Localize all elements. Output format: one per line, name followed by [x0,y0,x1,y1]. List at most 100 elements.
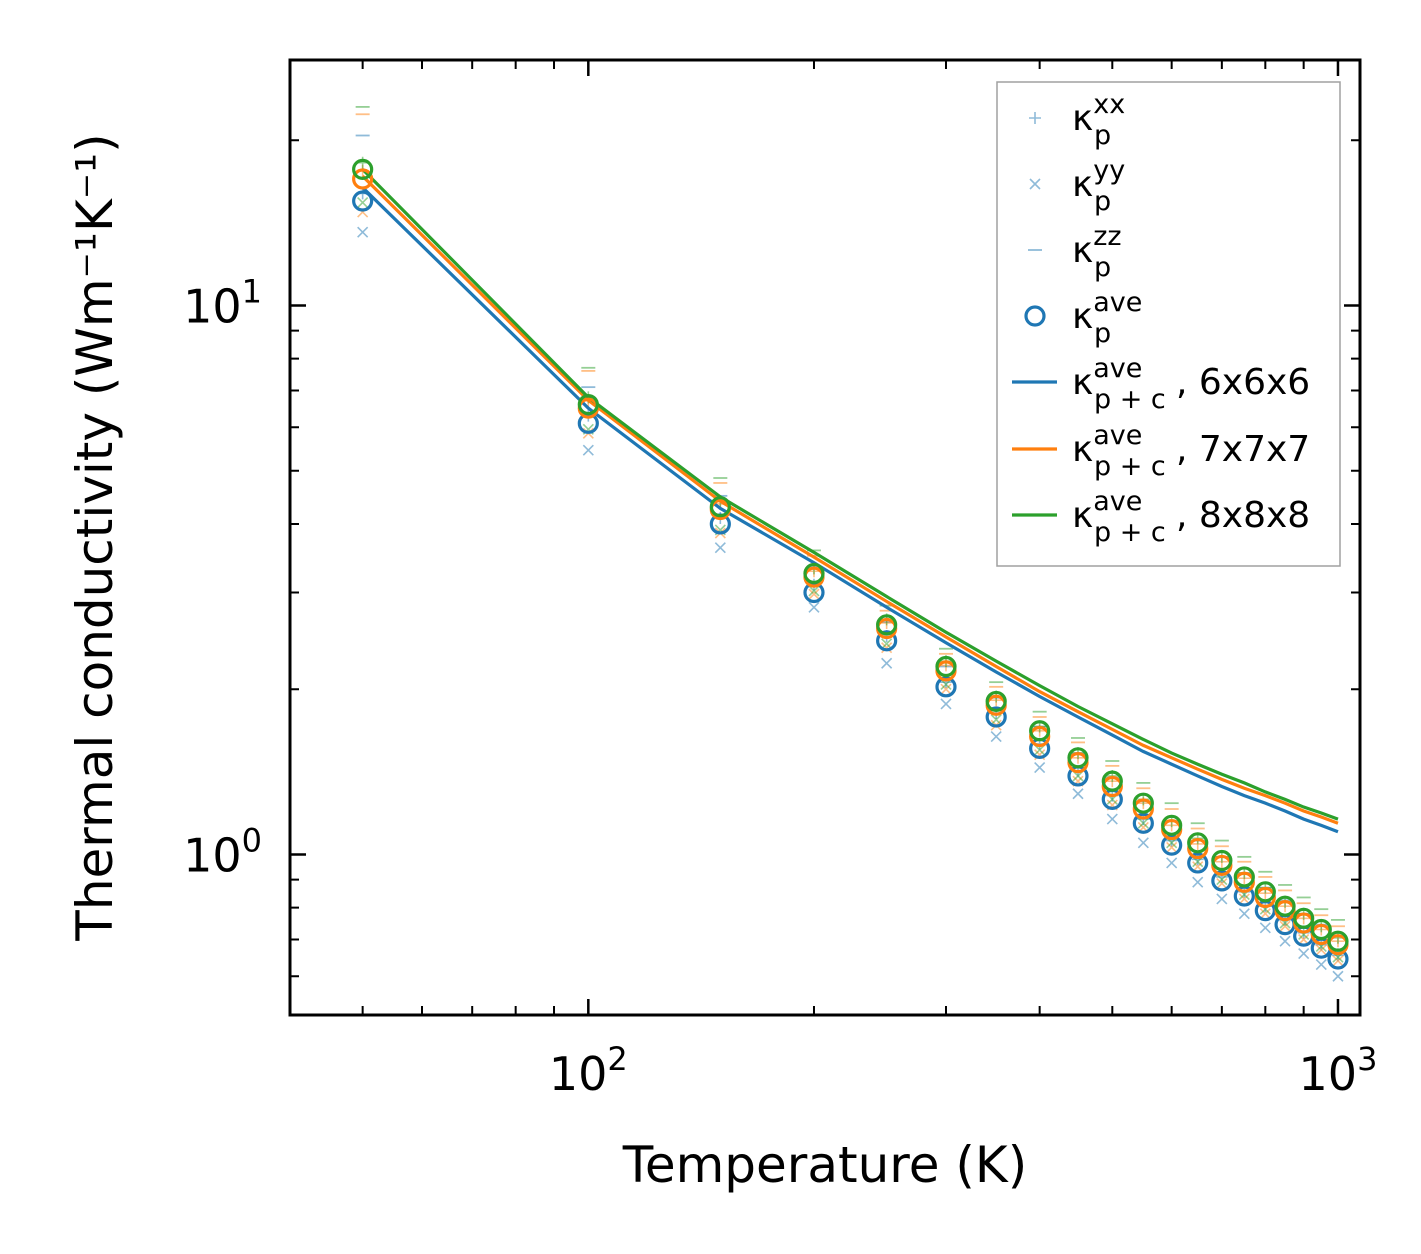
kappa-ave-point [985,706,1007,728]
kappa-yy-point [808,588,820,600]
legend-marker-swatch [1029,178,1041,190]
kappa-yy-point [1166,857,1178,869]
kappa-ave-point [1132,812,1154,834]
kappa-yy-point [357,226,369,238]
kappa-yy-point [1034,744,1046,756]
legend-suffix: , 7x7x7 [1176,429,1310,470]
legend-kappa: κ [1072,230,1093,271]
kappa-yy-point [990,730,1002,743]
kappa-yy-point [808,585,820,597]
tick-label-exponent: 1 [242,272,262,310]
legend-subscript: p [1094,318,1111,349]
legend-kappa: κ [1072,429,1093,470]
kappa-ave-point [1187,832,1209,854]
legend-superscript: ave [1093,486,1142,517]
x-tick-label: 102 [549,1040,628,1101]
kappa-ave-point [1132,792,1154,814]
legend-kappa: κ [1072,296,1093,337]
kappa-yy-point [1315,944,1327,956]
legend-label: κave p + c , 7x7x7 [1072,420,1310,482]
kappa-ave-point [1233,866,1255,888]
legend-item-k_pc_8x8x8: κave p + c , 8x8x8 [1012,486,1310,548]
kappa-yy-point [1238,893,1250,905]
y-tick-label: 101 [183,272,262,333]
x-tick-label: 103 [1299,1040,1378,1101]
legend-marker-swatch [1029,112,1041,124]
kappa-yy-point [1106,813,1118,825]
legend-kappa: κ [1072,98,1093,139]
kappa-ave-point [1101,770,1123,792]
kappa-ave-point [1327,930,1349,952]
legend-suffix: , 8x8x8 [1176,495,1310,536]
kappa-ave-point [1254,881,1276,903]
kappa-yy-point [1034,761,1046,774]
legend-item-k_p_xx: κxx p [1029,89,1125,151]
kappa-yy-point [1238,908,1250,920]
legend-superscript: zz [1093,221,1121,252]
kappa-ave-point [1211,870,1233,892]
legend-subscript: p [1094,252,1111,283]
kappa-ave-point [1293,907,1315,929]
kappa-yy-point [1072,788,1084,800]
kappa-yy-point [357,196,369,209]
tick-label-base: 10 [1299,1047,1358,1101]
kappa-ave-point [1274,895,1296,917]
kappa-yy-point [1216,893,1228,905]
legend-superscript: ave [1093,353,1142,384]
plot-frame [288,58,1362,1017]
kappa-ave-point [709,496,731,518]
kappa-ave-point [352,168,374,190]
legend-kappa: κ [1072,164,1093,205]
kappa-yy-point [1216,874,1228,886]
legend-label: κzz p [1072,221,1122,283]
tick-label-exponent: 2 [607,1040,627,1078]
legend-subscript: p + c [1094,451,1166,482]
kappa-yy-point [714,542,726,554]
kappa-ave-point [577,393,599,416]
kappa-yy-point [940,678,952,691]
legend-label: κyy p [1072,155,1125,217]
kappa-yy-point [1279,935,1291,947]
kappa-ave-point [803,562,825,585]
kappa-yy-point [1315,959,1327,971]
kappa-yy-point [1332,955,1344,967]
legend-label: κave p + c , 8x8x8 [1072,486,1310,548]
legend-item-k_pc_6x6x6: κave p + c , 6x6x6 [1012,353,1310,415]
kappa-ave-point [876,614,898,636]
kappa-ave-point [935,655,957,678]
kappa-yy-point [1137,837,1149,849]
kappa-yy-point [582,444,594,456]
line-series-3 [361,168,1339,821]
kappa-ave-point [1161,814,1183,836]
legend-label: κave p + c , 6x6x6 [1072,353,1310,415]
legend-superscript: ave [1093,420,1142,451]
kappa-yy-point [940,698,952,710]
line-series-2 [361,175,1339,825]
kappa-yy-point [990,714,1002,726]
kappa-ave-point [1254,886,1276,909]
tick-label-base: 10 [549,1047,608,1101]
legend-kappa: κ [1072,362,1093,403]
kappa-yy-point [1332,970,1344,982]
tick-label-exponent: 0 [242,821,262,859]
legend-superscript: xx [1093,89,1125,120]
kappa-ave-point [1310,918,1332,941]
kappa-yy-point [1298,947,1310,960]
kappa-yy-point [1279,920,1291,932]
kappa-ave-point [876,630,898,652]
kappa-ave-point [1161,834,1183,856]
legend-box [996,81,1341,567]
legend-label: κxx p [1072,89,1125,151]
legend-subscript: p [1094,120,1111,151]
legend-superscript: ave [1093,287,1142,318]
legend-suffix: , 6x6x6 [1176,362,1310,403]
kappa-yy-point [1192,876,1204,888]
kappa-yy-point [1216,878,1228,890]
legend-item-k_p_yy: κyy p [1029,155,1125,217]
y-axis-label: Thermal conductivity (Wm⁻¹K⁻¹) [66,133,124,941]
kappa-ave-point [935,676,957,698]
tick-label-exponent: 3 [1357,1040,1377,1078]
